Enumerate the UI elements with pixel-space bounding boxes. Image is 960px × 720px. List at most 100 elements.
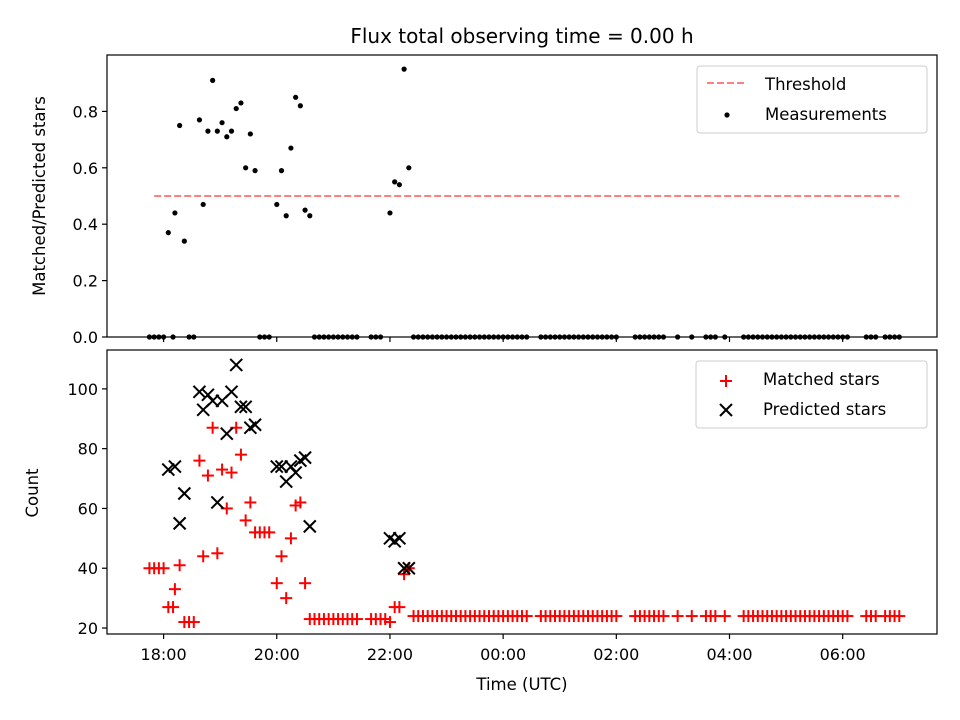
matched-star-point	[234, 448, 247, 461]
predicted-star-point	[402, 561, 416, 575]
measurement-point	[172, 210, 178, 216]
predicted-star-point	[234, 400, 248, 414]
matched-star-point	[244, 496, 257, 509]
predicted-star-point	[397, 561, 411, 575]
measurement-point	[181, 238, 187, 244]
matched-star-point	[167, 601, 180, 614]
predicted-star-point	[270, 459, 284, 474]
bottom-y-tick-label: 80	[78, 440, 98, 459]
matched-star-point	[275, 550, 288, 563]
matched-star-point	[201, 469, 214, 482]
threshold-legend-label: Threshold	[764, 75, 846, 94]
bottom-x-tick-label: 04:00	[706, 645, 752, 664]
bottom-x-tick-label: 18:00	[141, 645, 187, 664]
predicted-star-point	[168, 459, 182, 474]
measurement-point	[247, 131, 253, 137]
matched-star-point	[211, 547, 224, 560]
matched-star-point	[206, 421, 219, 434]
bottom-x-tick-label: 22:00	[367, 645, 413, 664]
measurement-point	[210, 77, 216, 83]
measurement-point	[252, 168, 258, 174]
measurement-point	[165, 230, 171, 236]
matched-star-point	[520, 610, 533, 623]
matched-star-point	[239, 514, 252, 527]
measurement-point	[307, 213, 313, 219]
top-y-axis: 0.0 0.2 0.4 0.6 0.8	[73, 102, 107, 347]
measurement-point	[228, 128, 235, 134]
predicted-star-point	[298, 450, 312, 465]
measurement-point	[238, 100, 244, 106]
measurement-point	[233, 105, 239, 112]
measurement-point	[396, 182, 402, 188]
matched-star-point	[225, 466, 238, 479]
measurement-point	[205, 128, 211, 134]
predicted-star-point	[172, 516, 187, 531]
bottom-legend: Matched stars Predicted stars	[695, 360, 928, 429]
top-y-tick-label: 0.2	[73, 272, 98, 291]
bottom-legend-frame	[695, 360, 928, 429]
measurement-point	[406, 165, 412, 171]
measurement-point	[196, 117, 203, 123]
matched-star-point	[173, 559, 186, 572]
measurement-point	[293, 94, 299, 100]
bottom-x-tick-label: 00:00	[480, 645, 526, 664]
matched-star-point	[294, 496, 307, 509]
matched-star-point	[393, 601, 406, 614]
predicted-star-point	[248, 418, 262, 432]
chart-title: Flux total observing time = 0.00 h	[350, 24, 693, 48]
matched-star-point	[280, 592, 293, 605]
measurement-point	[288, 145, 294, 151]
matched-star-point	[685, 610, 698, 623]
matched-star-point	[168, 583, 181, 596]
bottom-x-tick-label: 02:00	[593, 645, 639, 664]
top-panel: Flux total observing time = 0.00 h 0.0 0.…	[30, 24, 938, 347]
bottom-y-tick-label: 40	[78, 559, 98, 578]
predicted-star-point	[210, 495, 225, 510]
measurement-point	[387, 210, 393, 216]
predicted-star-point	[229, 358, 243, 372]
bottom-axes-frame	[106, 349, 938, 635]
matched-star-point	[718, 610, 731, 623]
top-axes-frame	[106, 54, 938, 338]
top-y-tick-label: 0.4	[73, 215, 98, 234]
measurement-point	[219, 120, 225, 126]
matched-star-point	[270, 577, 283, 590]
matched-star-point	[610, 610, 623, 623]
bottom-y-tick-label: 20	[78, 619, 98, 638]
measurement-point	[274, 201, 280, 208]
matched-star-point	[893, 610, 906, 623]
matched-star-point	[657, 610, 670, 623]
predicted-star-point	[224, 385, 239, 399]
measurement-point	[392, 179, 398, 185]
top-x-axis	[162, 337, 844, 342]
matched-star-point	[350, 613, 363, 626]
measurement-point	[283, 213, 289, 219]
predicted-star-point	[392, 531, 407, 546]
matched-star-point	[187, 616, 200, 629]
bottom-y-axis: 20 40 60 80 100	[67, 380, 107, 638]
measurement-point	[401, 66, 407, 72]
predicted-legend-swatch	[719, 403, 733, 417]
bottom-x-axis-label: Time (UTC)	[475, 675, 567, 694]
measurement-point	[302, 207, 308, 213]
matched-star-point	[216, 463, 229, 476]
predicted-star-point	[161, 462, 176, 477]
matched-star-point	[284, 532, 297, 545]
matched-star-point	[157, 562, 170, 575]
top-legend-frame	[696, 65, 928, 134]
predicted-star-point	[274, 459, 289, 474]
predicted-star-point	[238, 400, 253, 414]
bottom-y-tick-label: 60	[78, 499, 98, 518]
top-y-axis-label: Matched/Predicted stars	[30, 96, 49, 296]
measurement-point	[297, 103, 303, 109]
measurements-legend-swatch	[724, 112, 730, 118]
predicted-star-point	[177, 486, 192, 501]
top-y-tick-label: 0.8	[73, 102, 98, 121]
matched-star-point	[671, 610, 684, 623]
predicted-star-point	[220, 426, 234, 441]
predicted-star-point	[205, 394, 220, 408]
predicted-star-point	[192, 385, 207, 399]
top-y-tick-label: 0.0	[73, 328, 98, 347]
measurement-point	[243, 165, 249, 171]
measurement-point	[214, 128, 220, 134]
